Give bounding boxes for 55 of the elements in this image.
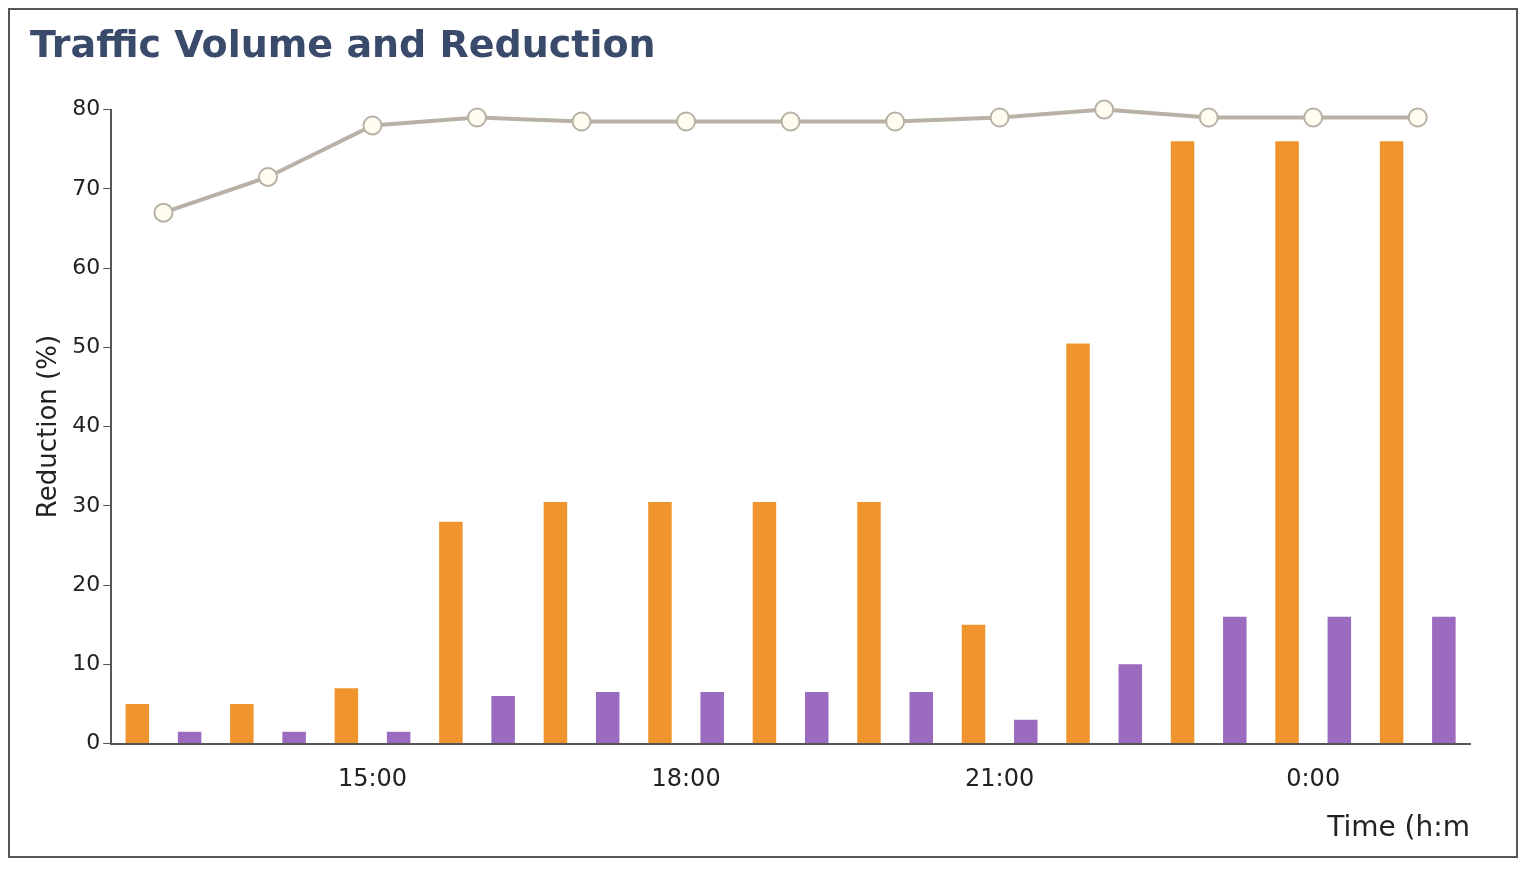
point [1094,99,1115,120]
bar [1223,616,1247,744]
point [571,111,592,132]
bar [1170,141,1195,744]
bar [595,692,620,744]
y-tick-label: 60 [72,253,101,279]
bar [804,692,829,744]
x-axis-title: Time (h:m [1326,810,1470,844]
bar [648,501,672,744]
point [467,107,488,128]
x-tick-label: 15:00 [337,764,408,793]
y-tick-label: 80 [72,95,101,121]
point [989,107,1010,128]
y-tick-label: 40 [72,412,101,438]
bar [909,692,934,744]
bar [752,501,777,744]
bar [1066,343,1090,744]
bar [230,703,254,744]
y-tick-label: 20 [72,570,101,596]
y-tick-label: 30 [72,491,101,517]
bar [1118,664,1143,744]
bar [543,501,568,744]
bar [1014,719,1038,744]
bar [857,501,881,744]
chart-title: Traffic Volume and Reduction [30,21,656,66]
x-tick-label: 0:00 [1286,764,1341,793]
bar [961,624,986,744]
y-tick-label: 70 [72,174,101,200]
y-tick-label: 10 [72,650,101,676]
point [362,115,383,136]
point [676,111,697,132]
bar [177,731,202,744]
bar [386,731,411,744]
bar [700,692,724,744]
point [885,111,906,132]
point [1407,107,1428,128]
bar [491,696,515,744]
y-tick-label: 50 [72,333,101,359]
bar [1379,141,1404,744]
point [780,111,801,132]
bar [439,521,463,744]
bar [282,731,306,744]
bar [1432,616,1456,744]
y-axis-title: Reduction (%) [32,334,63,519]
bar [1327,616,1352,744]
point [153,202,174,223]
point [257,166,278,187]
x-tick-label: 18:00 [651,764,721,793]
bar [125,703,150,744]
point [1198,107,1219,128]
point [1303,107,1324,128]
bar [1275,141,1299,744]
y-tick-label: 0 [86,729,101,755]
x-tick-label: 21:00 [965,764,1035,793]
bar [334,688,359,744]
